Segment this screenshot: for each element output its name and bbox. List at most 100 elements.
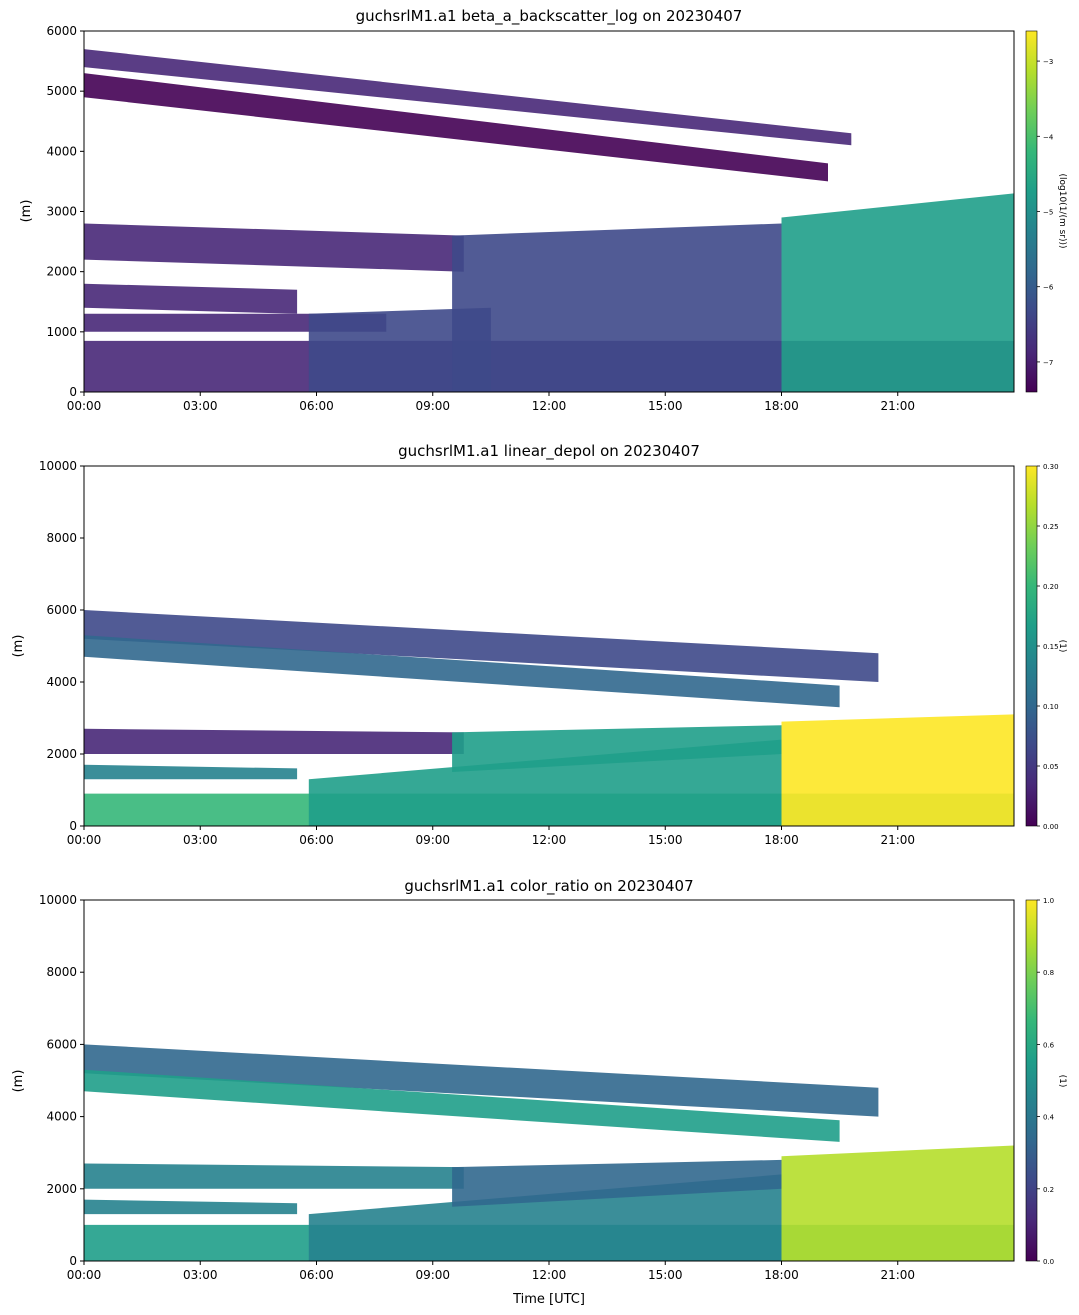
heatmap-layer (452, 725, 782, 772)
x-tick-label: 12:00 (532, 833, 567, 847)
heatmap-layer (452, 223, 782, 392)
x-tick-label: 15:00 (648, 1268, 683, 1282)
y-tick-label: 6000 (46, 24, 77, 38)
heatmap-layers (84, 610, 1014, 826)
colorbar (1025, 30, 1038, 393)
y-ticks: 0 2000 4000 6000 8000 10000 (39, 459, 84, 833)
heatmap-layer (452, 1159, 782, 1207)
heatmap-layer (84, 223, 464, 272)
y-axis-label: (m) (11, 1070, 26, 1093)
x-axis-label: Time [UTC] (512, 1292, 585, 1307)
colorbar-label: (1) (1057, 1075, 1067, 1088)
heatmap-layer (84, 764, 298, 780)
y-tick-label: 0 (69, 385, 77, 399)
x-tick-label: 18:00 (764, 833, 799, 847)
colorbar-tick-label: 1.0 (1043, 897, 1054, 905)
panel-color-ratio: guchsrlM1.a1 color_ratio on 20230407 (m)… (11, 877, 1067, 1307)
x-tick-label: 12:00 (532, 399, 567, 413)
colorbar-tick-label: 0.00 (1043, 823, 1059, 831)
colorbar-tick-label: −3 (1043, 58, 1053, 66)
colorbar (1025, 465, 1038, 827)
x-tick-label: 00:00 (67, 833, 102, 847)
heatmap-layer (84, 1044, 879, 1117)
heatmap-layer (308, 307, 491, 392)
chart-title: guchsrlM1.a1 color_ratio on 20230407 (404, 877, 693, 896)
x-tick-label: 21:00 (880, 399, 915, 413)
colorbar-tick-label: 0.10 (1043, 703, 1059, 711)
colorbar-tick-label: 0.8 (1043, 969, 1054, 977)
y-ticks: 0 2000 4000 6000 8000 10000 (39, 893, 84, 1268)
colorbar (1025, 899, 1038, 1262)
colorbar-tick-label: −4 (1043, 133, 1054, 141)
heatmap-layer (781, 1145, 1014, 1261)
colorbar-tick-label: 0.25 (1043, 523, 1059, 531)
x-ticks: 00:00 03:00 06:00 09:00 12:00 15:00 18:00 21:00 (67, 1261, 915, 1282)
heatmap-layer (84, 610, 879, 682)
colorbar-tick-label: 0.15 (1043, 643, 1059, 651)
y-tick-label: 1000 (46, 325, 77, 339)
heatmap-layer (781, 193, 1014, 392)
heatmap-layer (84, 49, 852, 146)
y-axis-label: (m) (19, 200, 34, 223)
panel-backscatter: guchsrlM1.a1 beta_a_backscatter_log on 2… (19, 7, 1067, 413)
heatmap-layer (84, 635, 840, 708)
x-tick-label: 09:00 (415, 399, 450, 413)
x-tick-label: 15:00 (648, 399, 683, 413)
y-tick-label: 0 (69, 819, 77, 833)
x-ticks: 00:00 03:00 06:00 09:00 12:00 15:00 18:00 21:00 (67, 392, 915, 413)
y-tick-label: 6000 (46, 1037, 77, 1051)
heatmap-layers (84, 49, 1014, 392)
colorbar-tick-label: −7 (1043, 359, 1053, 367)
heatmap-layer (84, 1163, 464, 1189)
y-tick-label: 2000 (46, 1182, 77, 1196)
colorbar-label: (log10(1/(m sr))) (1057, 173, 1067, 248)
colorbar-tick-label: 0.2 (1043, 1186, 1054, 1194)
heatmap-layer (84, 728, 464, 754)
heatmap-layer (84, 73, 828, 182)
colorbar-ticks: −7 −6 −5 −4 −3 (1037, 58, 1054, 367)
chart-title: guchsrlM1.a1 linear_depol on 20230407 (398, 442, 700, 461)
heatmap-layers (84, 1044, 1014, 1261)
x-tick-label: 09:00 (415, 833, 450, 847)
heatmap-layer (84, 1069, 840, 1142)
heatmap-layer (308, 739, 782, 826)
x-tick-label: 21:00 (880, 1268, 915, 1282)
colorbar-ticks: 0.00 0.05 0.10 0.15 0.20 0.25 0.30 (1037, 463, 1059, 831)
x-tick-label: 09:00 (415, 1268, 450, 1282)
x-tick-label: 06:00 (299, 833, 334, 847)
colorbar-ticks: 0.0 0.2 0.4 0.6 0.8 1.0 (1037, 897, 1055, 1266)
x-tick-label: 03:00 (183, 399, 218, 413)
colorbar-tick-label: 0.30 (1043, 463, 1059, 471)
x-tick-label: 15:00 (648, 833, 683, 847)
y-tick-label: 4000 (46, 675, 77, 689)
colorbar-tick-label: −5 (1043, 209, 1053, 217)
x-tick-label: 12:00 (532, 1268, 567, 1282)
chart-title: guchsrlM1.a1 beta_a_backscatter_log on 2… (356, 7, 743, 26)
y-tick-label: 0 (69, 1254, 77, 1268)
colorbar-tick-label: −6 (1043, 284, 1054, 292)
colorbar-tick-label: 0.0 (1043, 1258, 1054, 1266)
y-tick-label: 10000 (39, 893, 77, 907)
y-tick-label: 3000 (46, 205, 77, 219)
heatmap-layer (84, 283, 298, 314)
x-tick-label: 00:00 (67, 399, 102, 413)
x-tick-label: 00:00 (67, 1268, 102, 1282)
panel-linear-depol: guchsrlM1.a1 linear_depol on 20230407 (m… (11, 442, 1067, 847)
y-tick-label: 8000 (46, 531, 77, 545)
x-tick-label: 03:00 (183, 833, 218, 847)
x-tick-label: 06:00 (299, 399, 334, 413)
y-tick-label: 4000 (46, 144, 77, 158)
x-ticks: 00:00 03:00 06:00 09:00 12:00 15:00 18:00 21:00 (67, 826, 915, 847)
x-tick-label: 03:00 (183, 1268, 218, 1282)
y-axis-label: (m) (11, 635, 26, 658)
y-ticks: 0 1000 2000 3000 4000 5000 6000 (46, 24, 84, 399)
heatmap-layer (781, 714, 1014, 826)
y-tick-label: 5000 (46, 84, 77, 98)
colorbar-tick-label: 0.6 (1043, 1041, 1055, 1049)
colorbar-tick-label: 0.05 (1043, 763, 1059, 771)
y-tick-label: 4000 (46, 1110, 77, 1124)
x-tick-label: 21:00 (880, 833, 915, 847)
colorbar-tick-label: 0.20 (1043, 583, 1059, 591)
y-tick-label: 2000 (46, 265, 77, 279)
